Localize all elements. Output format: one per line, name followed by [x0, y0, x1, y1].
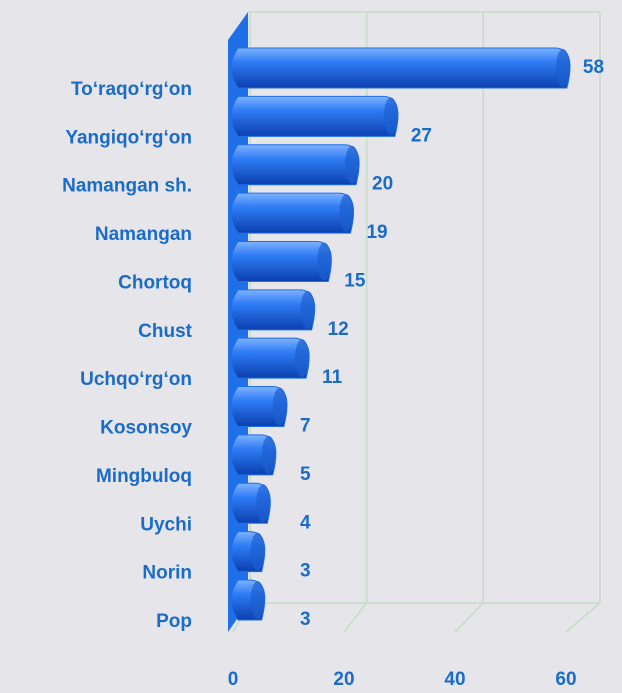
- data-label: 19: [366, 222, 387, 243]
- y-tick-label: Chortoq: [118, 272, 192, 293]
- bar-cap: [339, 194, 354, 233]
- bar-body: [230, 240, 332, 282]
- bar-body: [230, 144, 360, 186]
- data-label: 3: [300, 609, 311, 630]
- data-label: 4: [300, 512, 311, 533]
- floor-line: [343, 602, 368, 633]
- data-label: 11: [322, 367, 343, 388]
- bar-cap: [250, 581, 265, 619]
- bar-cap: [300, 290, 315, 329]
- bar-body: [230, 47, 571, 89]
- data-label: 3: [300, 561, 311, 582]
- bar-cap: [250, 532, 265, 571]
- bar-cap: [261, 435, 276, 474]
- bar: [230, 531, 266, 573]
- bar: [230, 386, 288, 428]
- bar: [230, 337, 310, 379]
- bar: [230, 434, 277, 476]
- x-tick-label: 0: [228, 669, 239, 690]
- bar-cap: [317, 242, 332, 281]
- bar: [230, 579, 266, 621]
- y-tick-label: Uchqo‘rg‘on: [80, 369, 192, 390]
- y-tick-label: To‘raqo‘rg‘on: [71, 79, 192, 100]
- bar: [230, 192, 354, 234]
- x-tick-label: 60: [555, 669, 576, 690]
- data-label: 58: [583, 57, 604, 78]
- bar: [230, 47, 571, 89]
- bar-cap: [272, 387, 287, 426]
- floor-line: [454, 602, 484, 633]
- bar-body: [230, 192, 354, 234]
- x-tick-label: 20: [333, 669, 354, 690]
- bar-cap: [555, 49, 570, 87]
- y-tick-label: Pop: [156, 611, 192, 632]
- y-tick-label: Mingbuloq: [96, 466, 192, 487]
- data-label: 12: [328, 319, 349, 340]
- bar-cap: [345, 145, 359, 184]
- bar: [230, 144, 360, 186]
- bar-cap: [256, 484, 271, 523]
- y-tick-label: Chust: [138, 321, 193, 342]
- x-tick-label: 40: [444, 669, 465, 690]
- data-label: 27: [411, 125, 432, 146]
- bar: [230, 240, 332, 282]
- data-label: 15: [344, 270, 366, 291]
- bar-body: [230, 95, 399, 137]
- data-label: 5: [300, 464, 311, 485]
- bar-cap: [295, 339, 310, 378]
- y-tick-label: Yangiqo‘rg‘on: [65, 127, 192, 148]
- y-tick-label: Uychi: [140, 514, 192, 535]
- y-tick-label: Norin: [142, 563, 192, 584]
- data-label: 7: [300, 416, 311, 437]
- y-tick-label: Namangan: [95, 224, 192, 245]
- y-tick-label: Kosonsoy: [100, 418, 192, 439]
- data-label: 20: [372, 174, 393, 195]
- bar-cap: [383, 97, 398, 136]
- y-tick-label: Namangan sh.: [62, 176, 192, 197]
- bar: [230, 289, 316, 331]
- bar: [230, 482, 271, 524]
- floor-line: [565, 602, 601, 633]
- bar: [230, 95, 399, 137]
